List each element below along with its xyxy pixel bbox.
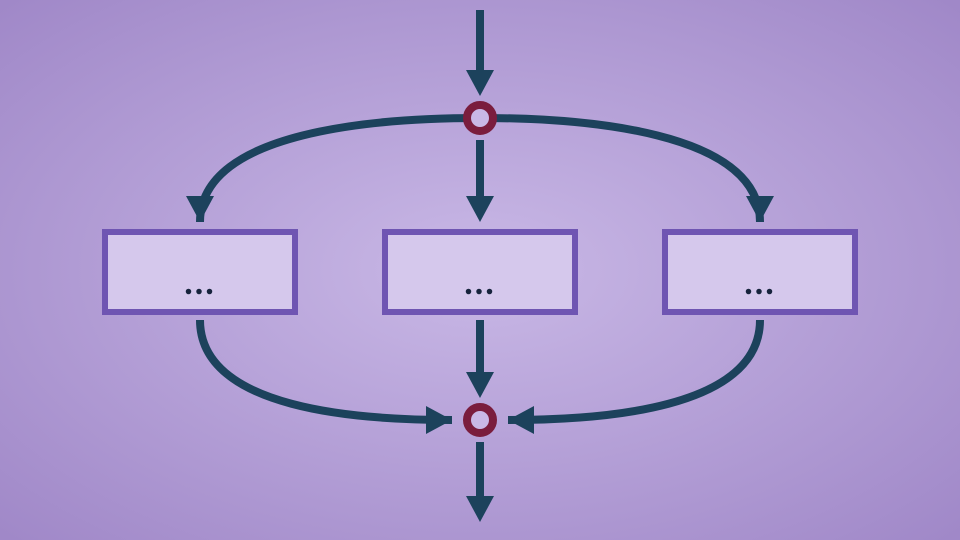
process-box-right-ellipsis: ... xyxy=(744,265,776,302)
process-box-left-ellipsis: ... xyxy=(184,265,216,302)
process-box-center-ellipsis: ... xyxy=(464,265,496,302)
split-junction xyxy=(467,105,493,131)
diagram-canvas: ......... xyxy=(0,0,960,540)
merge-junction xyxy=(467,407,493,433)
